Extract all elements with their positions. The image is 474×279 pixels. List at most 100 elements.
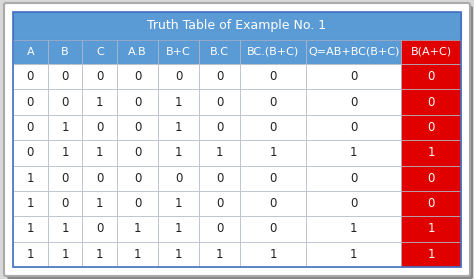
Text: 1: 1 bbox=[96, 96, 103, 109]
Bar bbox=[158, 64, 199, 89]
Text: 0: 0 bbox=[216, 121, 223, 134]
Text: 1: 1 bbox=[175, 197, 182, 210]
Text: 1: 1 bbox=[350, 248, 357, 261]
Bar bbox=[199, 191, 240, 216]
Text: 0: 0 bbox=[216, 172, 223, 185]
Bar bbox=[401, 140, 461, 165]
Text: 0: 0 bbox=[134, 146, 141, 159]
Bar bbox=[158, 191, 199, 216]
Text: 0: 0 bbox=[216, 70, 223, 83]
Bar bbox=[117, 216, 158, 242]
Text: B+C: B+C bbox=[166, 47, 191, 57]
Bar bbox=[82, 165, 117, 191]
Bar bbox=[240, 40, 306, 64]
Bar bbox=[401, 40, 461, 64]
Bar bbox=[48, 40, 82, 64]
Bar bbox=[82, 140, 117, 165]
Bar bbox=[240, 191, 306, 216]
Bar bbox=[117, 242, 158, 267]
Bar bbox=[199, 140, 240, 165]
Text: 0: 0 bbox=[350, 172, 357, 185]
Bar bbox=[158, 140, 199, 165]
Text: 0: 0 bbox=[428, 70, 435, 83]
Text: 0: 0 bbox=[428, 121, 435, 134]
Bar bbox=[401, 89, 461, 115]
Bar bbox=[158, 165, 199, 191]
Text: 0: 0 bbox=[96, 70, 103, 83]
Text: 0: 0 bbox=[175, 172, 182, 185]
Bar bbox=[306, 242, 401, 267]
Text: 1: 1 bbox=[175, 146, 182, 159]
Bar bbox=[240, 64, 306, 89]
Text: 1: 1 bbox=[270, 248, 277, 261]
Text: 1: 1 bbox=[175, 248, 182, 261]
Text: 0: 0 bbox=[61, 96, 69, 109]
Bar bbox=[13, 165, 48, 191]
Bar bbox=[199, 216, 240, 242]
Text: 1: 1 bbox=[427, 248, 435, 261]
Bar bbox=[306, 216, 401, 242]
Bar bbox=[199, 64, 240, 89]
Text: A: A bbox=[27, 47, 34, 57]
Text: B(A+C): B(A+C) bbox=[410, 47, 452, 57]
Text: A.B: A.B bbox=[128, 47, 147, 57]
Text: BC.(B+C): BC.(B+C) bbox=[247, 47, 300, 57]
Bar bbox=[306, 191, 401, 216]
Bar bbox=[199, 40, 240, 64]
Bar bbox=[117, 64, 158, 89]
Bar bbox=[401, 64, 461, 89]
Text: 1: 1 bbox=[61, 146, 69, 159]
Bar bbox=[199, 89, 240, 115]
Text: 0: 0 bbox=[27, 70, 34, 83]
Bar bbox=[306, 165, 401, 191]
Text: 1: 1 bbox=[175, 222, 182, 235]
Text: 0: 0 bbox=[350, 70, 357, 83]
Text: 1: 1 bbox=[175, 96, 182, 109]
Text: 1: 1 bbox=[134, 248, 141, 261]
Bar bbox=[82, 191, 117, 216]
Text: 0: 0 bbox=[428, 172, 435, 185]
Text: 0: 0 bbox=[270, 96, 277, 109]
Text: 0: 0 bbox=[216, 96, 223, 109]
Text: 1: 1 bbox=[350, 146, 357, 159]
Bar bbox=[117, 115, 158, 140]
Bar bbox=[401, 191, 461, 216]
FancyBboxPatch shape bbox=[4, 3, 470, 276]
Text: 0: 0 bbox=[428, 197, 435, 210]
Bar bbox=[401, 242, 461, 267]
Text: 0: 0 bbox=[350, 121, 357, 134]
Bar bbox=[48, 191, 82, 216]
Text: 0: 0 bbox=[96, 121, 103, 134]
Text: 1: 1 bbox=[96, 146, 103, 159]
Text: 1: 1 bbox=[27, 172, 34, 185]
Text: 0: 0 bbox=[61, 172, 69, 185]
Bar bbox=[48, 140, 82, 165]
Bar bbox=[158, 242, 199, 267]
Bar bbox=[306, 89, 401, 115]
Text: 0: 0 bbox=[175, 70, 182, 83]
Bar bbox=[117, 165, 158, 191]
Text: 0: 0 bbox=[96, 222, 103, 235]
Text: Q=AB+BC(B+C): Q=AB+BC(B+C) bbox=[308, 47, 400, 57]
Text: 0: 0 bbox=[350, 197, 357, 210]
Text: 1: 1 bbox=[350, 222, 357, 235]
Text: 1: 1 bbox=[175, 121, 182, 134]
Text: 0: 0 bbox=[134, 172, 141, 185]
Bar bbox=[401, 165, 461, 191]
Bar bbox=[82, 242, 117, 267]
Bar bbox=[240, 140, 306, 165]
Bar bbox=[306, 115, 401, 140]
FancyBboxPatch shape bbox=[7, 6, 473, 279]
Text: 1: 1 bbox=[427, 222, 435, 235]
Text: 0: 0 bbox=[270, 222, 277, 235]
Bar bbox=[13, 12, 461, 40]
Bar bbox=[82, 40, 117, 64]
Text: 0: 0 bbox=[216, 222, 223, 235]
Bar bbox=[240, 115, 306, 140]
Bar bbox=[158, 89, 199, 115]
Bar bbox=[13, 64, 48, 89]
Bar bbox=[13, 40, 48, 64]
Text: C: C bbox=[96, 47, 104, 57]
Bar bbox=[48, 89, 82, 115]
Text: 0: 0 bbox=[134, 96, 141, 109]
